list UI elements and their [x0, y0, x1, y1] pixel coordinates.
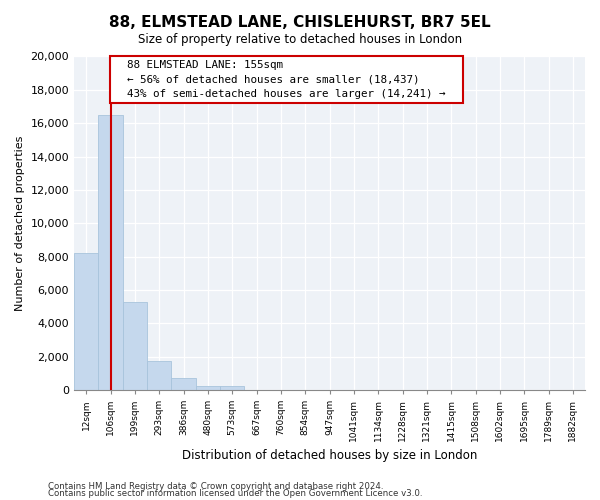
Bar: [123, 302, 147, 390]
Text: 88 ELMSTEAD LANE: 155sqm
  ← 56% of detached houses are smaller (18,437)
  43% o: 88 ELMSTEAD LANE: 155sqm ← 56% of detach…: [114, 60, 458, 98]
Bar: [196, 386, 220, 390]
Bar: [98, 115, 123, 390]
Bar: [74, 254, 98, 390]
Bar: [220, 386, 244, 390]
Text: Contains public sector information licensed under the Open Government Licence v3: Contains public sector information licen…: [48, 490, 422, 498]
Text: Size of property relative to detached houses in London: Size of property relative to detached ho…: [138, 32, 462, 46]
Bar: [147, 361, 172, 390]
Y-axis label: Number of detached properties: Number of detached properties: [15, 136, 25, 311]
Text: 88, ELMSTEAD LANE, CHISLEHURST, BR7 5EL: 88, ELMSTEAD LANE, CHISLEHURST, BR7 5EL: [109, 15, 491, 30]
Bar: [172, 378, 196, 390]
Text: Contains HM Land Registry data © Crown copyright and database right 2024.: Contains HM Land Registry data © Crown c…: [48, 482, 383, 491]
X-axis label: Distribution of detached houses by size in London: Distribution of detached houses by size …: [182, 450, 477, 462]
